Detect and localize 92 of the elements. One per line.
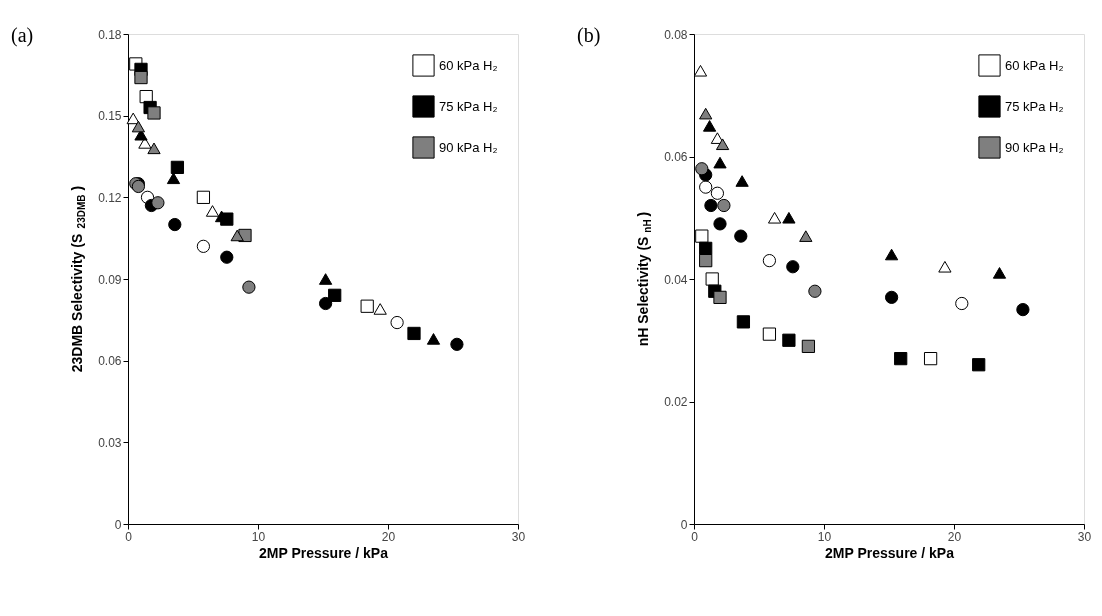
y-tick-label: 0	[680, 517, 688, 532]
x-tick-label: 10	[817, 529, 832, 544]
point	[972, 358, 986, 372]
point	[126, 112, 140, 125]
point	[699, 180, 713, 194]
y-tick-label: 0.04	[664, 272, 688, 287]
point	[390, 315, 404, 330]
point	[782, 333, 796, 347]
point	[695, 229, 709, 243]
point	[170, 160, 185, 175]
point	[699, 241, 713, 255]
legend-label: 90 kPa H₂	[1005, 139, 1064, 155]
chart-title: (a)	[11, 24, 34, 47]
point	[786, 260, 800, 274]
y-tick-label: 0.06	[664, 150, 688, 164]
point	[713, 290, 727, 304]
y-tick-label: 0.06	[98, 354, 122, 369]
point	[717, 198, 731, 213]
point	[693, 64, 708, 77]
point	[168, 217, 182, 232]
point	[801, 339, 816, 353]
legend-label: 60 kPa H₂	[1005, 57, 1064, 73]
point	[134, 70, 148, 85]
y-axis-title: 23DMB Selectivity (S23DMB)	[69, 185, 87, 373]
point	[699, 254, 713, 268]
x-tick-label: 20	[947, 529, 962, 544]
x-tick-label: 10	[251, 529, 266, 544]
chart-title: (b)	[577, 24, 601, 47]
point	[704, 198, 718, 213]
y-tick-label: 0	[114, 517, 122, 532]
y-tick-label: 0.09	[98, 272, 122, 287]
y-tick-label: 0.02	[664, 395, 688, 409]
point	[734, 229, 748, 243]
point	[147, 142, 161, 155]
point	[705, 272, 719, 286]
point	[702, 120, 717, 132]
point	[196, 239, 211, 253]
y-axis-title: nH Selectivity (SnH)	[635, 211, 653, 347]
point	[318, 273, 333, 285]
point	[205, 205, 220, 217]
point	[151, 196, 165, 210]
x-tick-label: 0	[125, 529, 133, 544]
point	[450, 337, 464, 351]
legend-label: 60 kPa H₂	[439, 57, 498, 73]
point	[894, 352, 908, 366]
x-tick-label: 20	[381, 529, 396, 544]
point	[360, 299, 374, 313]
point	[196, 190, 211, 204]
point	[736, 315, 751, 329]
point	[735, 175, 749, 187]
point	[166, 172, 181, 185]
x-tick-label: 30	[1077, 529, 1092, 544]
point	[884, 248, 899, 261]
point	[242, 280, 256, 294]
point	[230, 229, 244, 242]
y-tick-label: 0.08	[664, 27, 688, 42]
point	[710, 186, 725, 200]
legend-label: 75 kPa H₂	[439, 98, 498, 114]
y-tick-label: 0.18	[98, 27, 122, 42]
point	[762, 254, 777, 268]
point	[938, 260, 952, 273]
legend-label: 75 kPa H₂	[1005, 98, 1064, 114]
legend-label: 90 kPa H₂	[439, 139, 498, 155]
y-tick-label: 0.12	[98, 190, 122, 205]
point	[318, 296, 333, 311]
point	[373, 303, 387, 315]
y-tick-label: 0.15	[98, 109, 122, 124]
point	[767, 211, 782, 224]
x-tick-label: 30	[511, 529, 526, 544]
point	[426, 333, 441, 345]
x-axis-title: 2MP Pressure / kPa	[825, 544, 955, 561]
y-tick-label: 0.03	[98, 435, 122, 450]
point	[699, 107, 713, 120]
point	[762, 327, 777, 341]
point	[147, 106, 161, 120]
point	[992, 267, 1007, 279]
x-axis-title: 2MP Pressure / kPa	[259, 544, 389, 561]
point	[713, 156, 727, 169]
point	[884, 290, 899, 304]
point	[808, 284, 822, 298]
point	[131, 120, 146, 133]
point	[799, 230, 813, 242]
point	[220, 250, 234, 264]
point	[923, 352, 938, 366]
point	[955, 296, 969, 311]
x-tick-label: 0	[691, 529, 699, 544]
point	[782, 211, 796, 224]
point	[715, 138, 730, 151]
point	[1016, 303, 1030, 317]
point	[407, 326, 421, 341]
point	[695, 162, 709, 176]
point	[713, 217, 727, 231]
